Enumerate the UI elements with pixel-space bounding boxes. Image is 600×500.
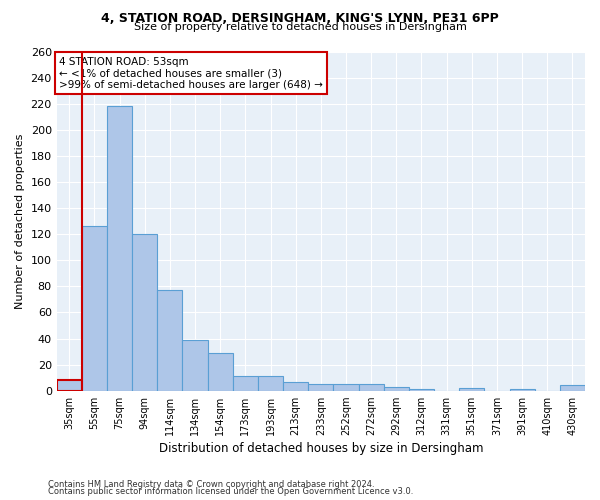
Bar: [208, 353, 233, 391]
Text: 4, STATION ROAD, DERSINGHAM, KING'S LYNN, PE31 6PP: 4, STATION ROAD, DERSINGHAM, KING'S LYNN…: [101, 12, 499, 26]
Bar: [334, 384, 359, 390]
Text: Size of property relative to detached houses in Dersingham: Size of property relative to detached ho…: [134, 22, 466, 32]
Bar: [56, 380, 82, 390]
Bar: [308, 384, 334, 390]
Y-axis label: Number of detached properties: Number of detached properties: [15, 134, 25, 309]
Bar: [107, 106, 132, 391]
Bar: [283, 382, 308, 390]
Bar: [359, 384, 384, 390]
Text: Contains public sector information licensed under the Open Government Licence v3: Contains public sector information licen…: [48, 487, 413, 496]
Bar: [157, 290, 182, 390]
Bar: [384, 387, 409, 390]
Bar: [459, 388, 484, 390]
Bar: [233, 376, 258, 390]
Text: Contains HM Land Registry data © Crown copyright and database right 2024.: Contains HM Land Registry data © Crown c…: [48, 480, 374, 489]
Bar: [82, 226, 107, 390]
Bar: [182, 340, 208, 390]
X-axis label: Distribution of detached houses by size in Dersingham: Distribution of detached houses by size …: [158, 442, 483, 455]
Bar: [560, 386, 585, 390]
Bar: [132, 234, 157, 390]
Text: 4 STATION ROAD: 53sqm
← <1% of detached houses are smaller (3)
>99% of semi-deta: 4 STATION ROAD: 53sqm ← <1% of detached …: [59, 56, 323, 90]
Bar: [258, 376, 283, 390]
